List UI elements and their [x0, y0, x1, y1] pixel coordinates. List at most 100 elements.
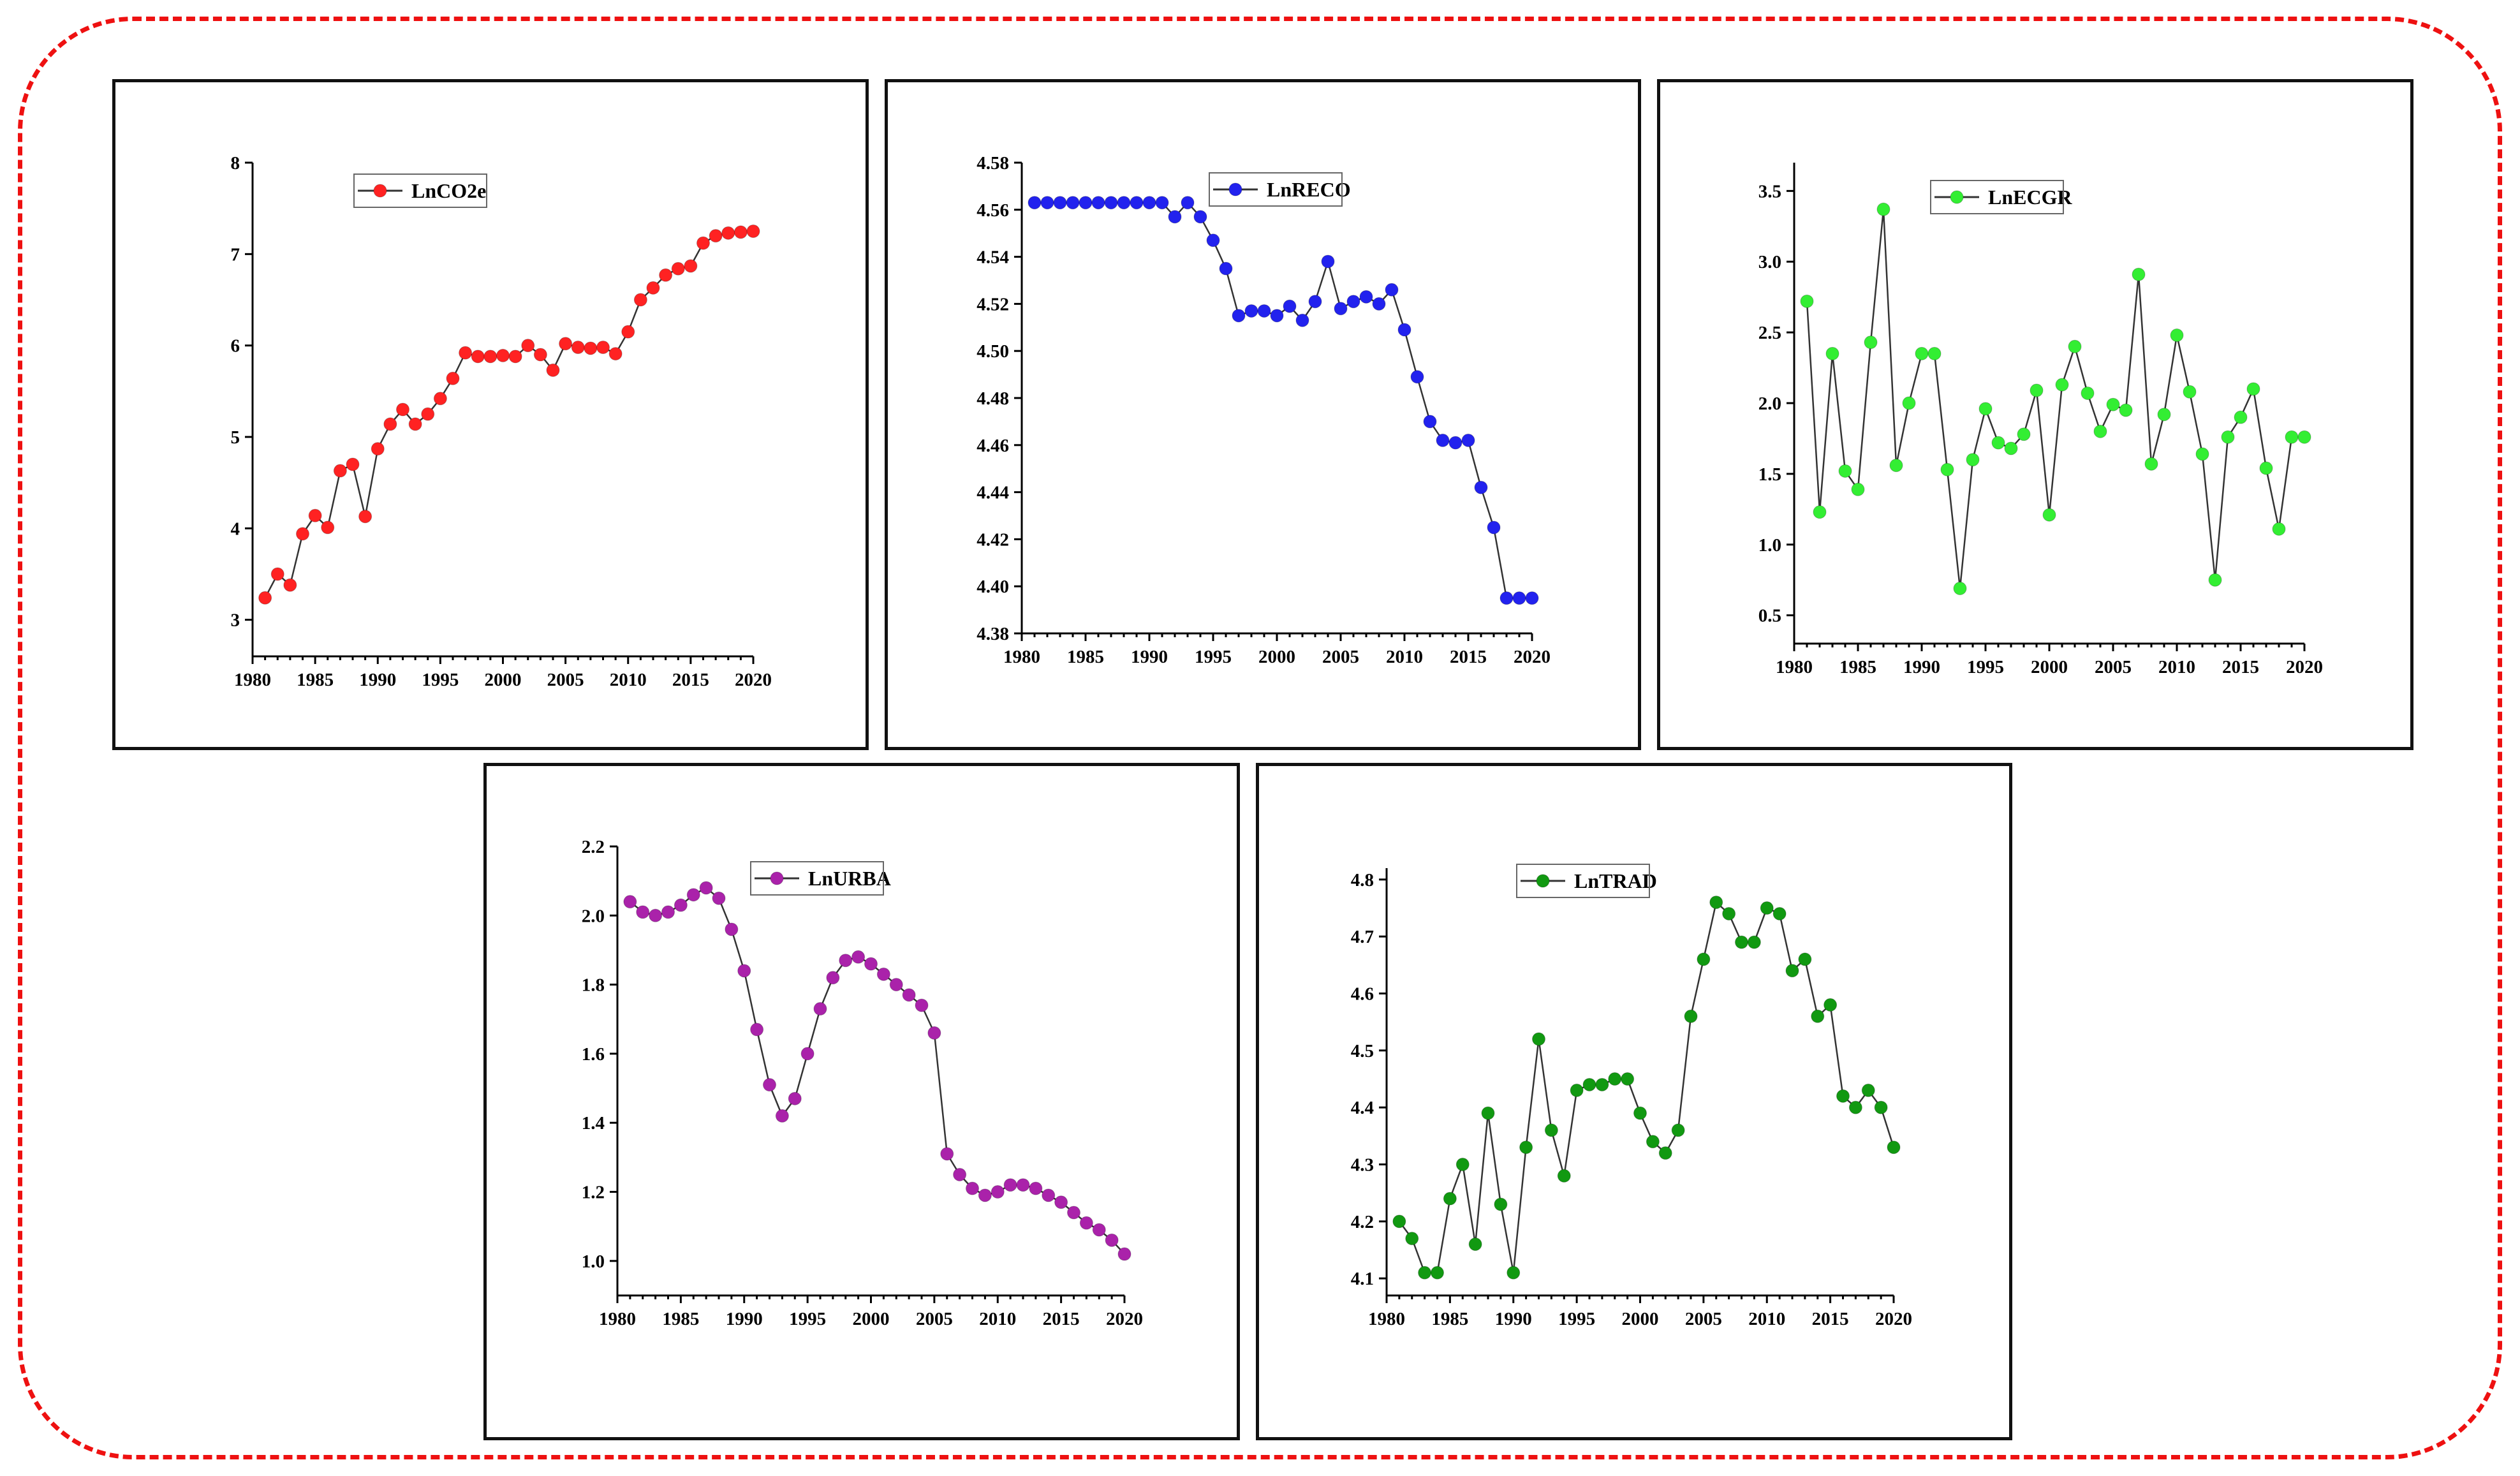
data-point — [775, 1109, 789, 1123]
data-point — [1861, 1083, 1875, 1097]
data-point — [521, 339, 535, 353]
data-point — [763, 1078, 776, 1092]
data-point — [2068, 339, 2082, 353]
y-tick-label: 2.0 — [582, 906, 605, 926]
data-point — [902, 988, 916, 1002]
chart-lnecgr: 0.5 1.0 1.5 2.0 2.5 3.0 3.5 1980 1985 1990 1995 200… — [1758, 163, 2323, 677]
data-point — [1582, 1077, 1596, 1091]
data-point — [433, 392, 447, 406]
data-point — [2246, 382, 2260, 396]
data-point — [1915, 346, 1929, 360]
chart-panel-lnreco: 4.38 4.40 4.42 4.44 4.46 4.48 4.50 4.52 4.54 4.56… — [885, 79, 1641, 750]
data-point — [1658, 1146, 1672, 1160]
x-tick-label: 2015 — [1812, 1309, 1849, 1329]
data-point — [927, 1026, 941, 1040]
chart-lnreco: 4.38 4.40 4.42 4.44 4.46 4.48 4.50 4.52 4.54 4.56… — [976, 153, 1551, 667]
data-point — [2081, 386, 2095, 400]
legend-marker — [1228, 182, 1242, 196]
data-point — [1042, 1188, 1056, 1202]
legend-label: LnECGR — [1988, 186, 2072, 209]
data-point — [826, 971, 840, 985]
data-point — [559, 337, 573, 351]
data-point — [733, 225, 748, 239]
data-point — [1991, 436, 2005, 450]
data-point — [1244, 304, 1258, 318]
x-tick-label: 2005 — [547, 670, 584, 690]
data-point — [1940, 462, 1954, 476]
data-point — [699, 881, 713, 895]
data-point — [1772, 906, 1787, 920]
y-tick-label: 4.3 — [1351, 1155, 1374, 1176]
x-tick-label: 1985 — [1431, 1309, 1468, 1329]
data-point — [1747, 935, 1761, 949]
y-tick-label: 3 — [231, 610, 240, 631]
x-tick-label: 1995 — [422, 670, 459, 690]
x-tick-label: 1995 — [1558, 1309, 1595, 1329]
x-tick-label: 2015 — [2222, 657, 2259, 677]
data-point — [2017, 427, 2031, 441]
data-point — [1283, 299, 1297, 313]
data-point — [1481, 1106, 1495, 1120]
data-point — [1760, 901, 1774, 915]
y-tick-label: 2.0 — [1758, 394, 1781, 414]
data-point — [2297, 430, 2311, 444]
legend: LnRECO — [1209, 172, 1351, 207]
data-point — [953, 1167, 967, 1181]
legend-label: LnRECO — [1267, 178, 1351, 201]
data-point — [1525, 591, 1539, 605]
y-tick-label: 0.5 — [1758, 606, 1781, 626]
data-point — [1785, 964, 1799, 978]
data-point — [1066, 196, 1080, 210]
y-tick-label: 4.1 — [1351, 1269, 1374, 1289]
y-tick-label: 6 — [231, 336, 240, 357]
y-tick-label: 4.38 — [976, 624, 1009, 644]
data-point — [1431, 1266, 1444, 1280]
data-point — [483, 350, 497, 364]
data-point — [991, 1185, 1005, 1199]
data-point — [1811, 1009, 1825, 1023]
x-tick-label: 1990 — [1495, 1309, 1532, 1329]
x-tick-label: 2015 — [1043, 1309, 1080, 1329]
data-point — [1423, 415, 1437, 429]
data-point — [1487, 520, 1501, 535]
data-point — [696, 236, 710, 250]
x-tick-label: 2010 — [2158, 657, 2195, 677]
data-point — [1966, 453, 1980, 467]
data-point — [915, 998, 929, 1012]
y-tick-label: 1.0 — [582, 1251, 605, 1272]
data-point — [1684, 1009, 1698, 1023]
data-point — [1054, 1195, 1068, 1209]
x-tick-label: 1990 — [1903, 657, 1940, 677]
legend-label: LnURBA — [808, 867, 891, 890]
legend-marker — [770, 871, 784, 885]
y-tick-label: 3.5 — [1758, 181, 1781, 202]
data-point — [2055, 378, 2069, 392]
x-tick-label: 1980 — [1776, 657, 1813, 677]
x-tick-label: 2020 — [1514, 647, 1551, 667]
data-point — [1953, 582, 1967, 596]
data-point — [1003, 1178, 1017, 1192]
data-point — [2259, 461, 2273, 475]
legend-box — [1516, 864, 1650, 898]
data-point — [2106, 397, 2120, 411]
x-tick-label: 2015 — [1450, 647, 1487, 667]
data-point — [1270, 309, 1284, 323]
x-tick-label: 2005 — [1685, 1309, 1722, 1329]
chart-panel-lntrad: 4.1 4.2 4.3 4.4 4.5 4.6 4.7 4.8 1980 1985 1990 1995… — [1256, 763, 2012, 1440]
data-point — [1130, 196, 1144, 210]
dashed-outer-frame — [18, 17, 2502, 1459]
data-point — [2132, 267, 2146, 281]
series-line — [1035, 201, 1532, 599]
data-point — [2157, 408, 2171, 422]
data-point — [661, 905, 675, 919]
data-point — [371, 442, 385, 456]
x-tick-label: 2020 — [2286, 657, 2323, 677]
data-point — [1595, 1077, 1609, 1091]
data-point — [1671, 1123, 1685, 1137]
data-point — [296, 527, 309, 541]
data-point — [1633, 1106, 1647, 1120]
y-tick-label: 4.58 — [976, 153, 1009, 173]
data-point — [686, 888, 700, 902]
y-tick-label: 1.4 — [582, 1113, 605, 1133]
data-point — [876, 967, 890, 981]
